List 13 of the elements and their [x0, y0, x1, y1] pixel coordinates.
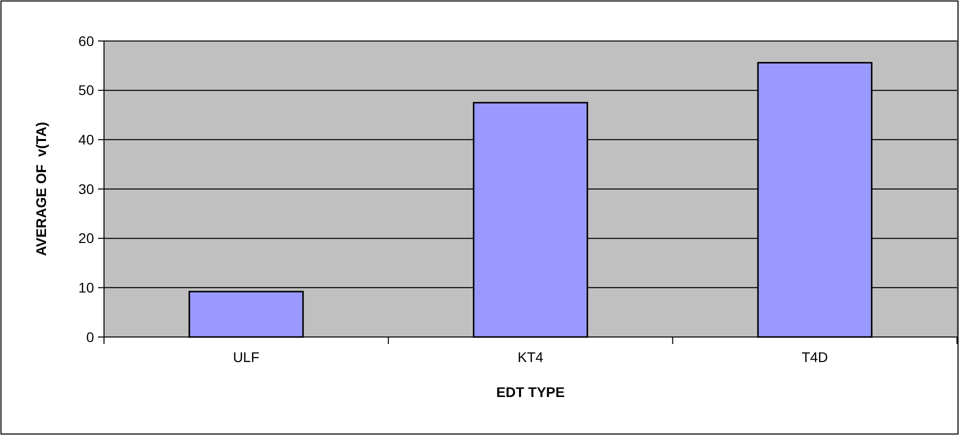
bar [188, 290, 304, 338]
y-tick-label: 30 [78, 180, 94, 197]
y-tick-label: 50 [78, 82, 94, 98]
x-tick-label: ULF [232, 349, 260, 365]
y-tick-label: 10 [78, 280, 94, 296]
y-tick-label: 60 [78, 32, 94, 49]
x-tick-label: T4D [802, 349, 828, 365]
y-axis-title: AVERAGE OF v(TA) [33, 122, 49, 256]
x-tick-label: KT4 [518, 349, 544, 365]
y-tick-label: 0 [86, 328, 94, 345]
y-tick-label: 20 [78, 230, 94, 246]
x-axis-title: EDT TYPE [496, 384, 565, 400]
y-tick-label: 40 [78, 132, 94, 148]
